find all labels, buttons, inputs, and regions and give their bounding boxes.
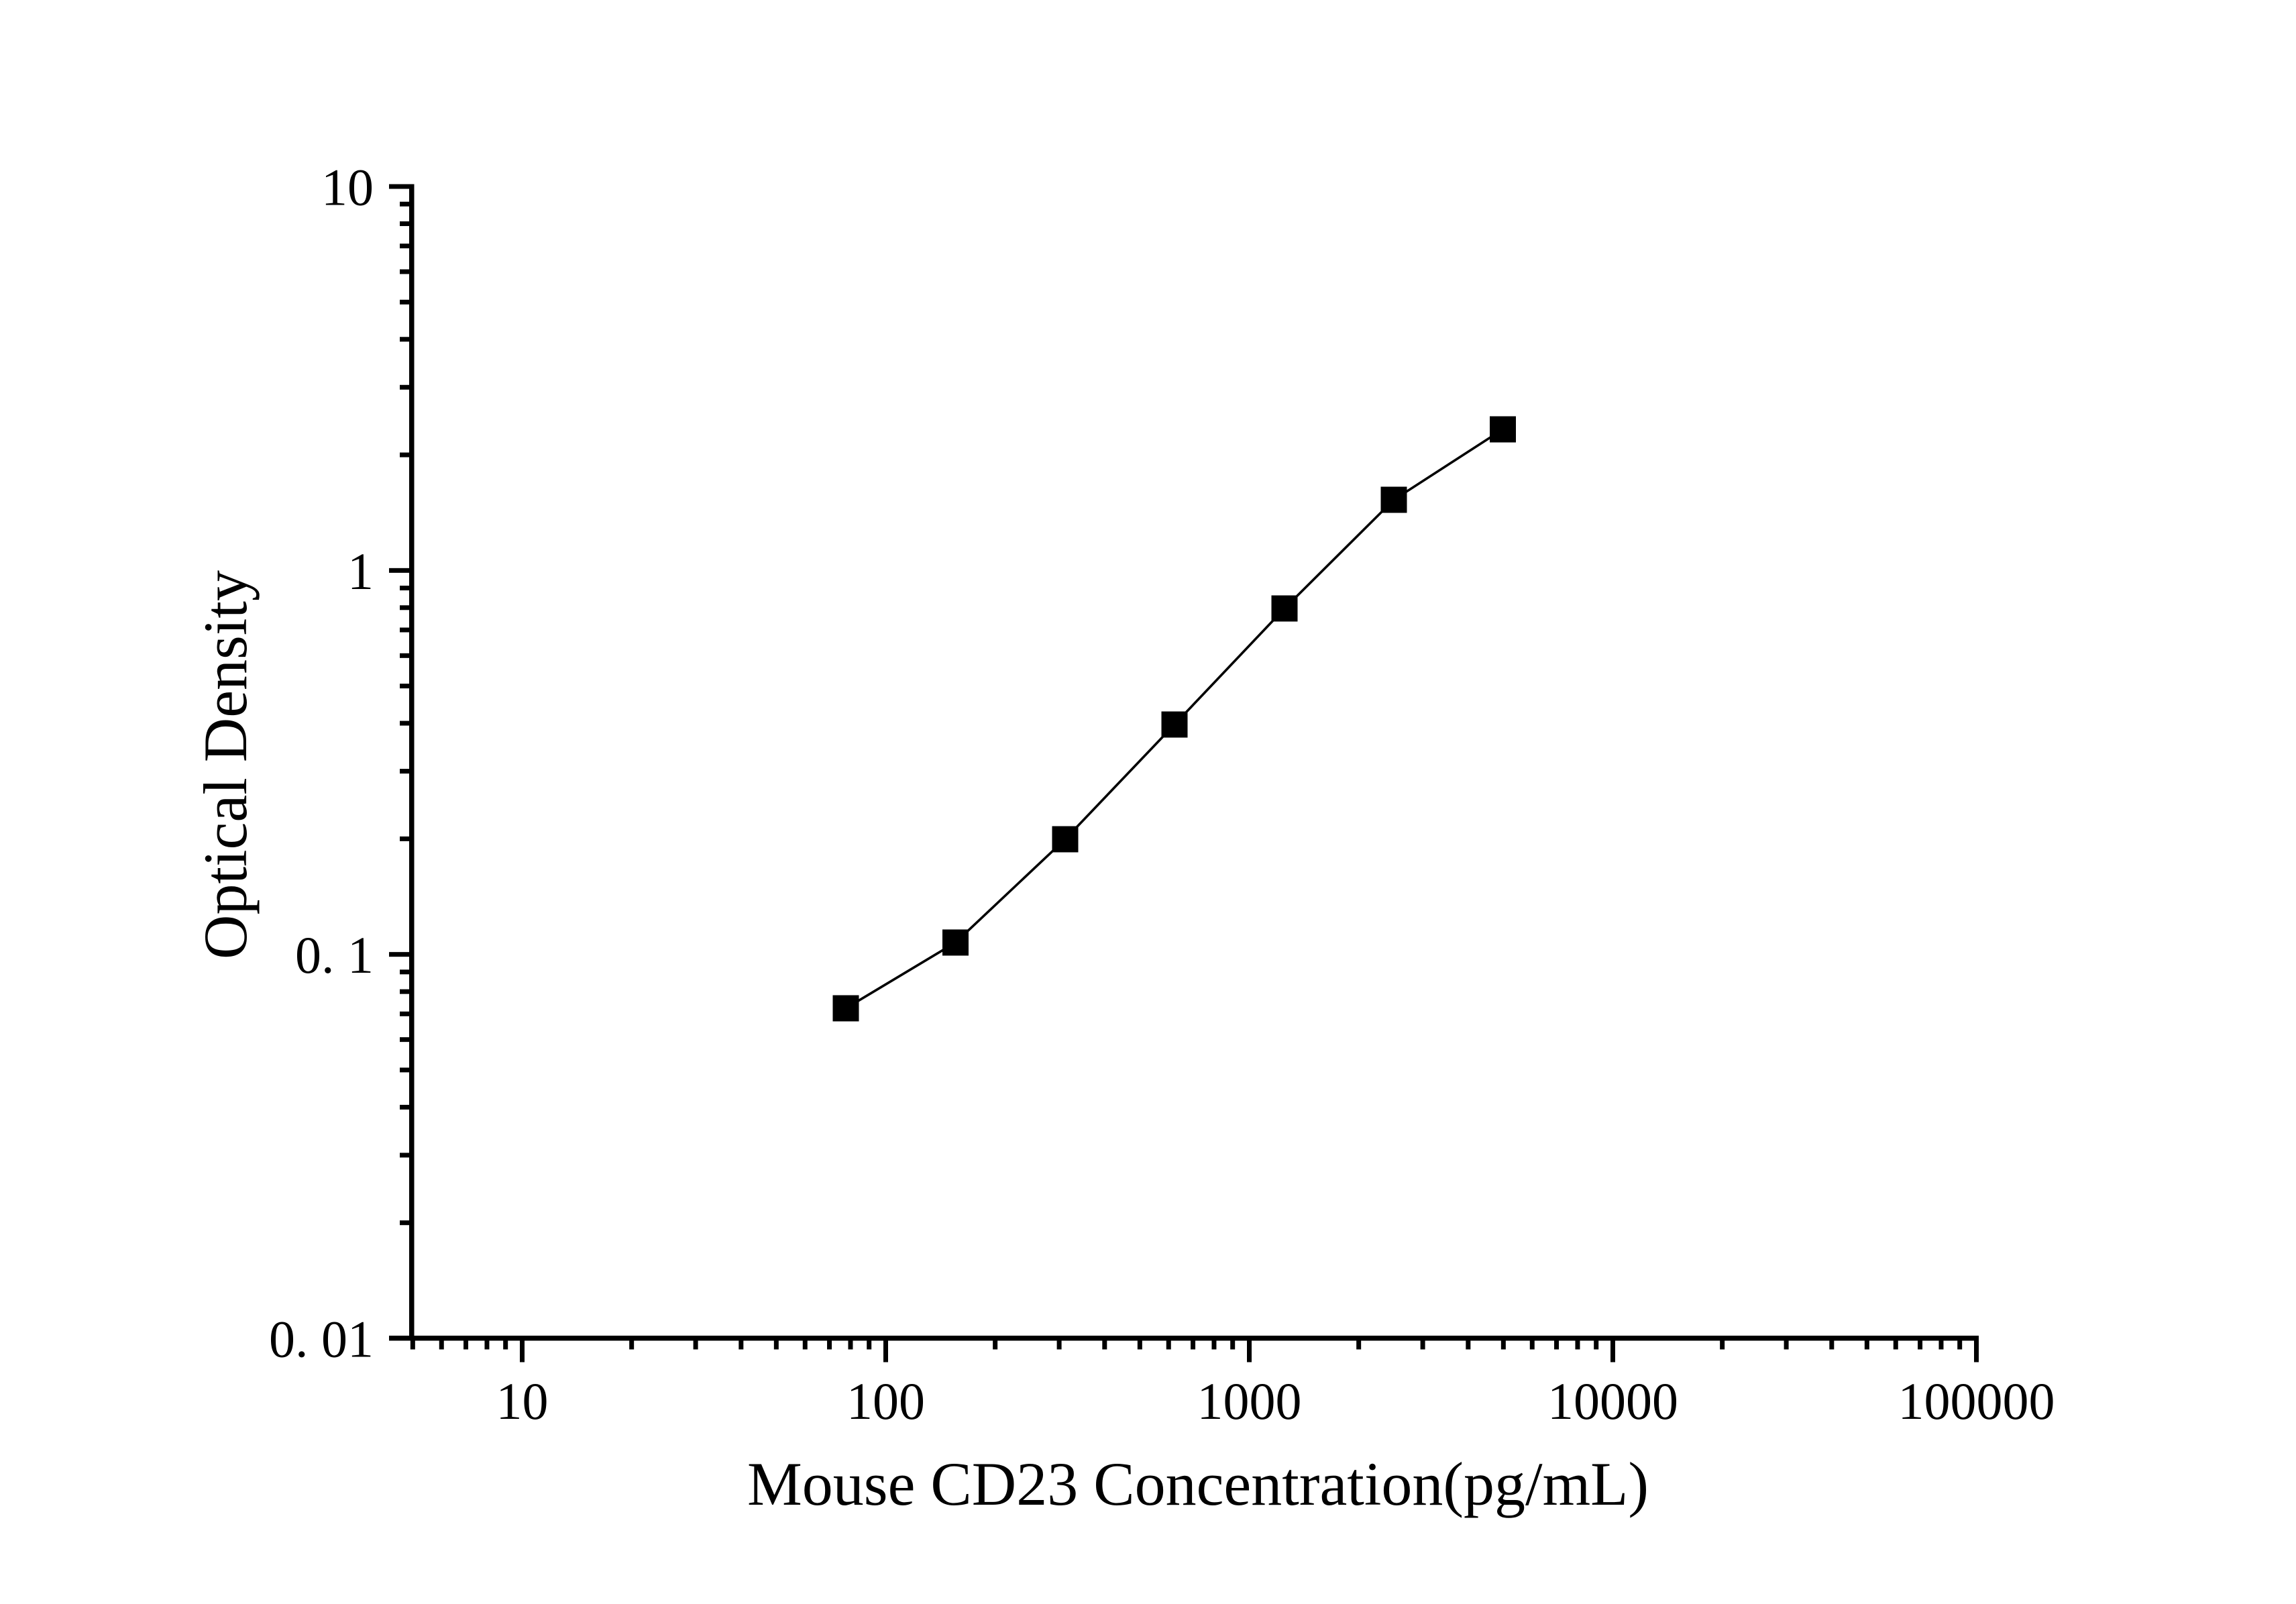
svg-text:10000: 10000 — [1547, 1372, 1678, 1430]
svg-text:1000: 1000 — [1197, 1372, 1302, 1430]
svg-text:10: 10 — [321, 158, 374, 217]
svg-text:0. 1: 0. 1 — [295, 926, 374, 984]
svg-text:0. 01: 0. 01 — [269, 1310, 374, 1369]
svg-text:Mouse CD23 Concentration(pg/mL: Mouse CD23 Concentration(pg/mL) — [747, 1450, 1649, 1518]
svg-text:1: 1 — [347, 542, 374, 600]
svg-text:100000: 100000 — [1898, 1372, 2055, 1430]
svg-text:100: 100 — [846, 1372, 925, 1430]
svg-text:Optical Density: Optical Density — [191, 570, 260, 959]
svg-text:10: 10 — [496, 1372, 549, 1430]
